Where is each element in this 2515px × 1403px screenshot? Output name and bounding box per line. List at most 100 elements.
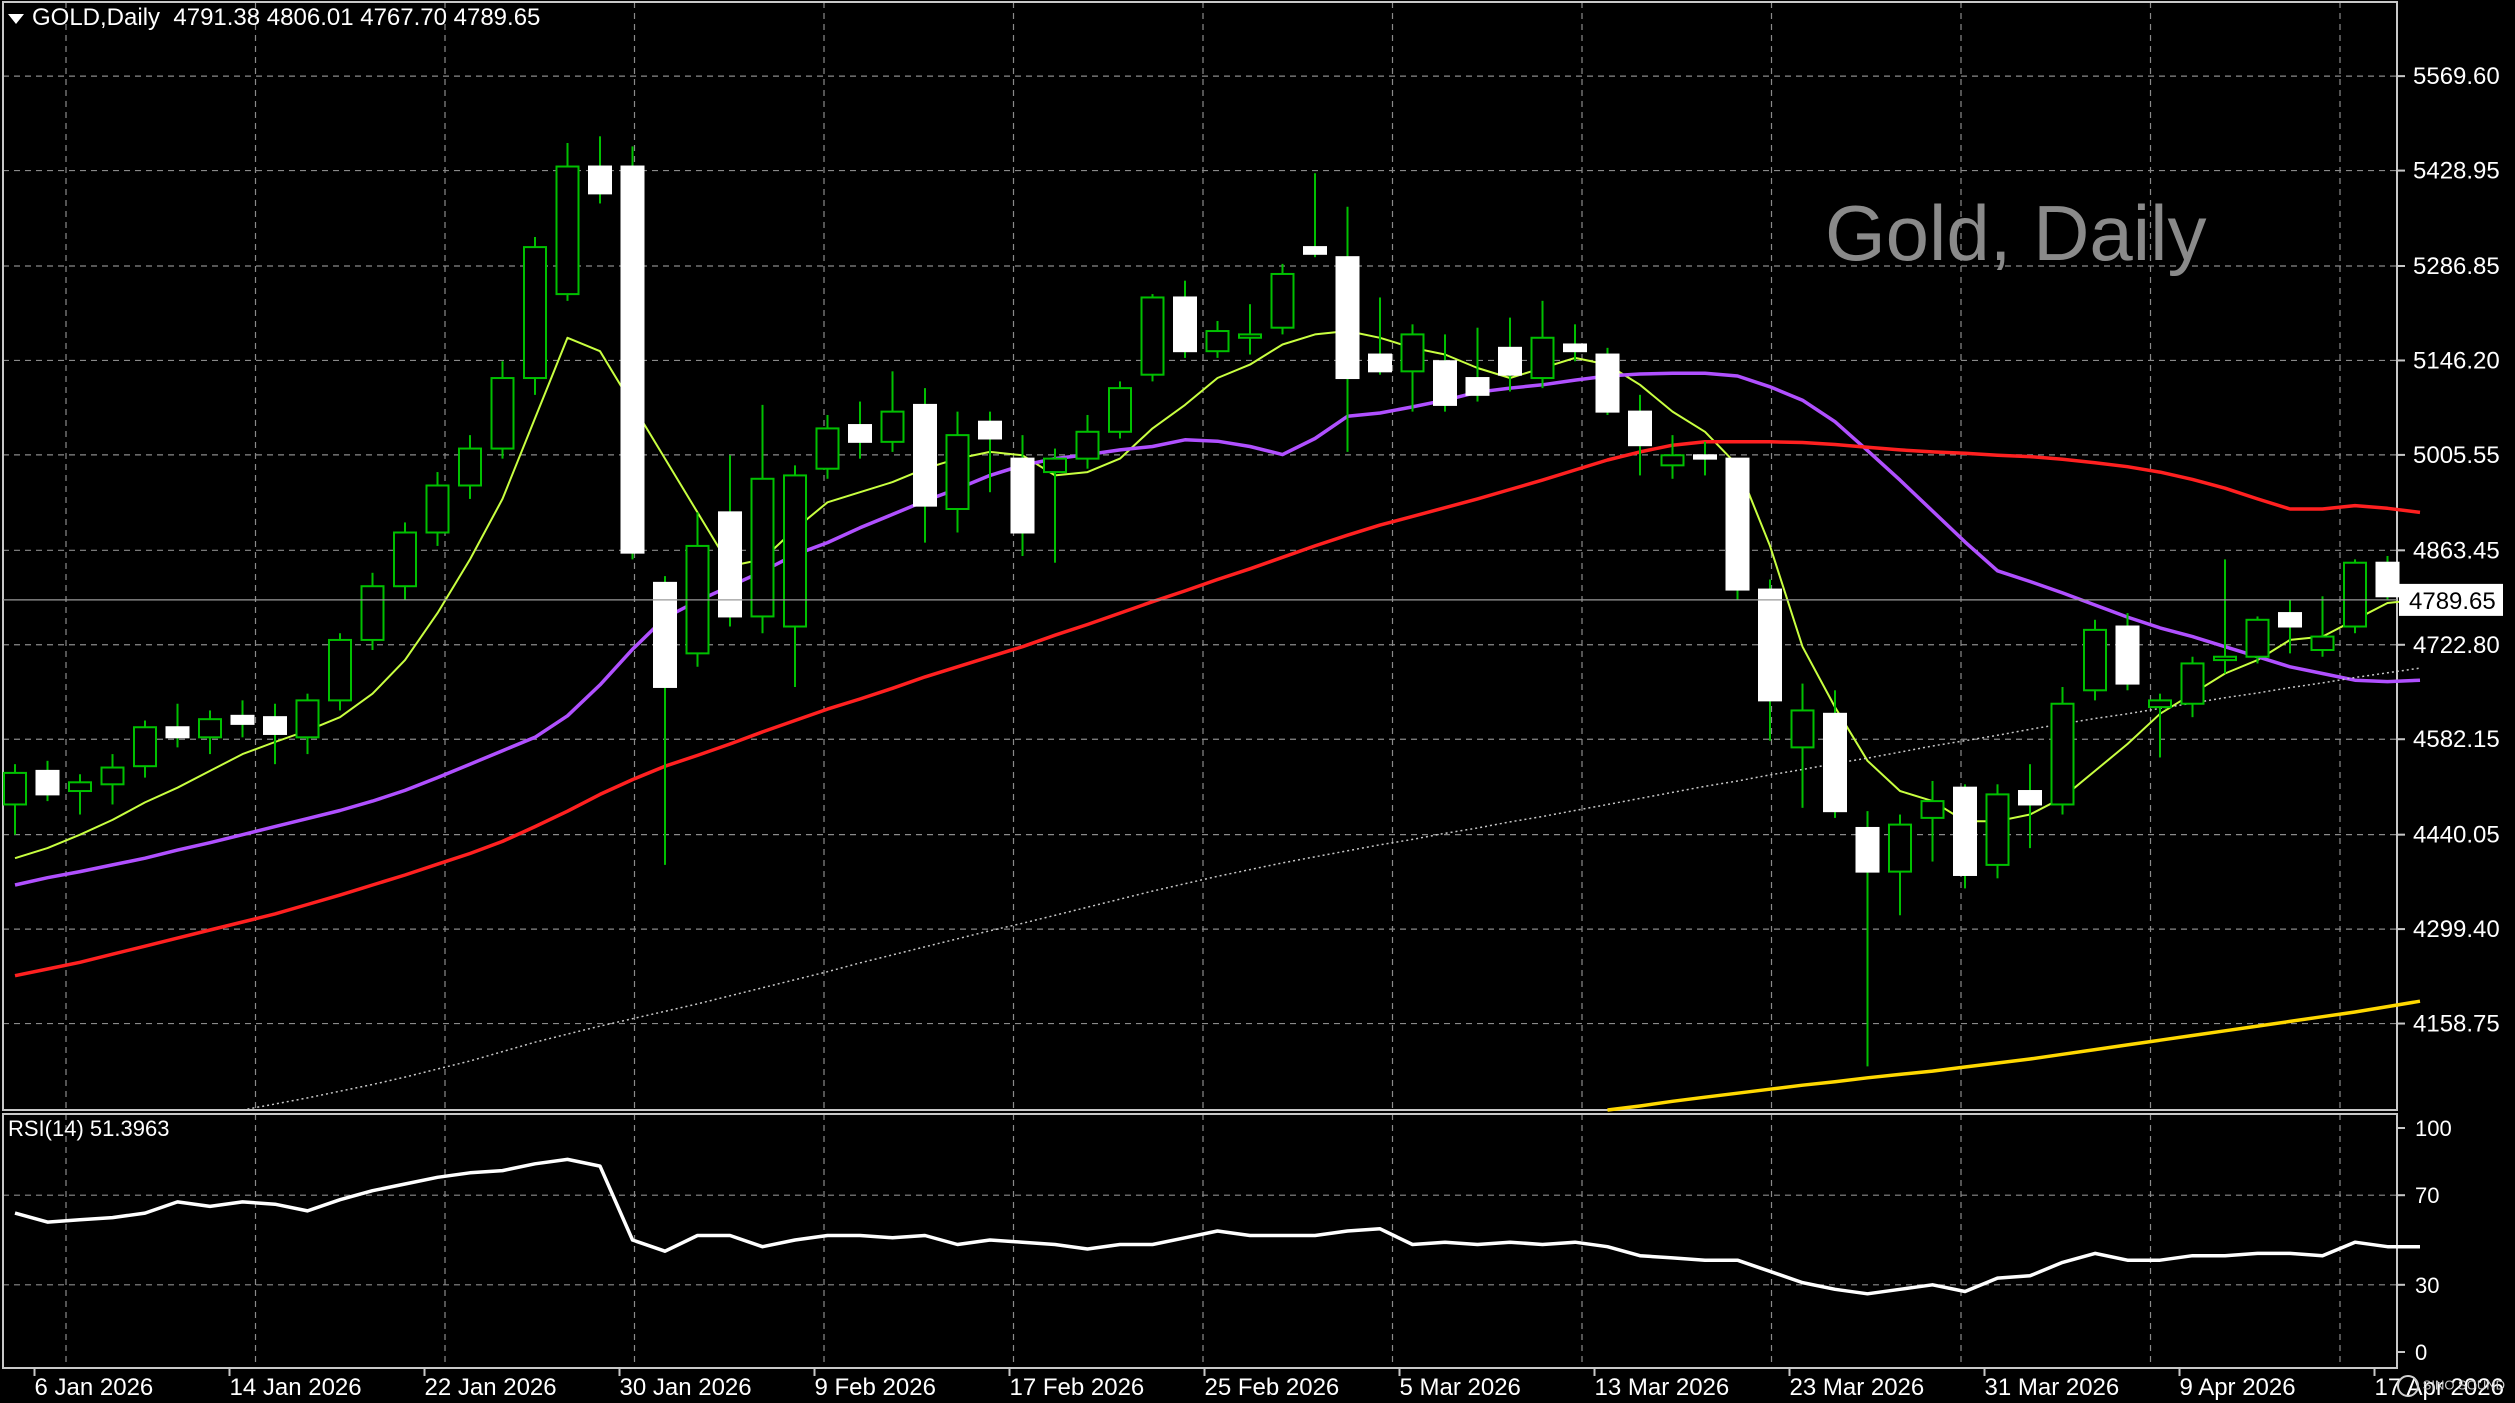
candle-body bbox=[555, 165, 580, 296]
candle-body bbox=[750, 477, 775, 618]
candle-body bbox=[1498, 346, 1522, 376]
candle-body bbox=[880, 410, 905, 443]
candle bbox=[718, 455, 742, 627]
candle bbox=[1725, 457, 1750, 600]
candle bbox=[2245, 616, 2270, 664]
ma-fast-line bbox=[14, 330, 2421, 860]
candle-body bbox=[360, 585, 385, 641]
candle-body bbox=[2245, 618, 2270, 658]
chart-watermark: Gold, Daily bbox=[1825, 189, 2207, 277]
candle bbox=[458, 435, 482, 499]
candle-body bbox=[1855, 826, 1880, 873]
date-tick-label: 14 Jan 2026 bbox=[230, 1374, 362, 1401]
candle-body bbox=[1595, 353, 1620, 413]
candle bbox=[620, 146, 645, 560]
candle bbox=[1303, 173, 1327, 258]
grid bbox=[3, 2, 2397, 1368]
main-panel-border bbox=[2, 1, 2398, 1111]
candle bbox=[2180, 656, 2205, 718]
candles bbox=[3, 136, 2432, 1067]
candle-body bbox=[1270, 272, 1295, 329]
candle bbox=[523, 237, 547, 395]
candle bbox=[165, 703, 190, 748]
candle bbox=[1108, 381, 1132, 439]
candle-body bbox=[588, 165, 612, 195]
candle-body bbox=[263, 716, 287, 735]
rsi-panel-border bbox=[2, 1113, 2398, 1369]
candle-body bbox=[230, 714, 255, 725]
candle bbox=[848, 401, 872, 459]
candle bbox=[1465, 327, 1490, 402]
panel-borders bbox=[2, 1, 2398, 1369]
date-axis: 6 Jan 2026 14 Jan 2026 22 Jan 2026 30 Jan 2… bbox=[33, 1368, 2504, 1401]
date-tick-label: 25 Feb 2026 bbox=[1205, 1374, 1340, 1401]
price-tick-label: 4582.15 bbox=[2413, 726, 2500, 753]
candle bbox=[2018, 764, 2042, 849]
candle-body bbox=[198, 718, 222, 739]
candle-body bbox=[2148, 699, 2172, 709]
date-tick-label: 9 Feb 2026 bbox=[815, 1374, 936, 1401]
candle bbox=[653, 576, 677, 865]
price-tick-label: 5005.55 bbox=[2413, 442, 2500, 469]
candle-body bbox=[2343, 561, 2367, 628]
candle-body bbox=[1888, 823, 1912, 873]
date-tick-label: 31 Mar 2026 bbox=[1985, 1374, 2120, 1401]
candle bbox=[100, 754, 125, 805]
candle-body bbox=[2018, 790, 2042, 806]
logo-text: SINO SOUND bbox=[2422, 1377, 2505, 1393]
candle bbox=[2148, 693, 2172, 758]
current-price-label: 4789.65 bbox=[2409, 588, 2496, 615]
candle bbox=[1660, 435, 1685, 479]
candle bbox=[1888, 814, 1912, 916]
candle-body bbox=[1790, 709, 1815, 749]
candle-body bbox=[2115, 625, 2140, 685]
candle-body bbox=[1530, 336, 1555, 380]
candle-body bbox=[425, 484, 450, 534]
price-tick-label: 4158.75 bbox=[2413, 1011, 2500, 1038]
candle-body bbox=[1985, 793, 2010, 866]
candle bbox=[1823, 690, 1847, 818]
dropdown-triangle-icon[interactable] bbox=[8, 13, 24, 24]
candle-body bbox=[1953, 786, 1977, 876]
candle bbox=[1205, 320, 1230, 358]
candle-body bbox=[913, 403, 937, 507]
rsi-tick-label: 100 bbox=[2415, 1116, 2452, 1141]
candle bbox=[2213, 559, 2237, 674]
logo-icon bbox=[2396, 1375, 2419, 1397]
candle-body bbox=[2180, 662, 2205, 705]
candle bbox=[1433, 334, 1457, 412]
rsi-tick-label: 0 bbox=[2415, 1340, 2427, 1365]
candle-body bbox=[2050, 702, 2075, 806]
candle-body bbox=[68, 781, 92, 793]
price-tick-label: 4299.40 bbox=[2413, 916, 2500, 943]
candle-body bbox=[1205, 330, 1230, 353]
rsi-tick-label: 30 bbox=[2415, 1273, 2439, 1298]
price-axis: 5569.60 5428.95 5286.85 5146.20 5005.55 4863.… bbox=[2397, 63, 2500, 1038]
rsi-axis: 100 70 30 0 bbox=[2397, 1116, 2452, 1365]
candle-body bbox=[1920, 800, 1945, 819]
candle bbox=[1693, 441, 1717, 476]
candle bbox=[1335, 206, 1360, 452]
candle-body bbox=[620, 165, 645, 554]
candle-body bbox=[100, 766, 125, 786]
candle bbox=[1075, 414, 1100, 469]
candle-body bbox=[1043, 457, 1067, 474]
candle-body bbox=[490, 377, 515, 450]
candle bbox=[815, 414, 840, 479]
ohlc-values: 4791.38 4806.01 4767.70 4789.65 bbox=[173, 4, 541, 31]
candle-body bbox=[1433, 360, 1457, 406]
candle-body bbox=[1823, 712, 1847, 813]
candle-body bbox=[978, 420, 1002, 440]
candle-body bbox=[1725, 457, 1750, 591]
candle bbox=[1985, 784, 2010, 879]
candle bbox=[588, 136, 612, 204]
candle bbox=[1043, 448, 1067, 563]
candle-body bbox=[783, 474, 807, 628]
candle bbox=[2310, 596, 2335, 657]
candle bbox=[133, 720, 157, 778]
candle bbox=[1270, 263, 1295, 335]
candle-body bbox=[1335, 256, 1360, 380]
candle-body bbox=[1173, 296, 1197, 353]
candle-body bbox=[1758, 588, 1782, 702]
candle bbox=[2375, 556, 2400, 600]
